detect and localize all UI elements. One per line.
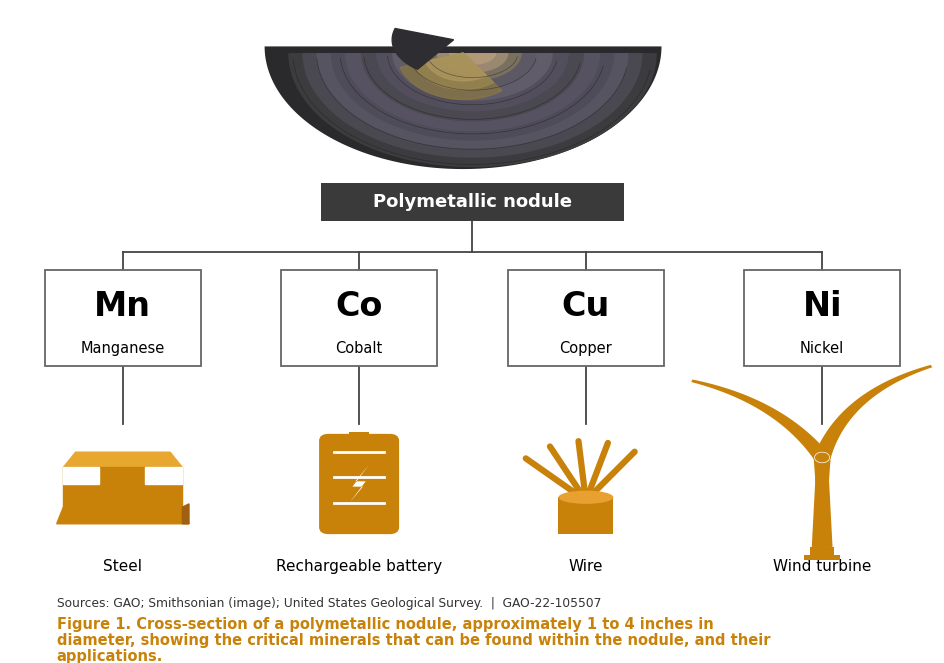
Text: Steel: Steel (103, 560, 143, 574)
Polygon shape (813, 457, 830, 550)
FancyBboxPatch shape (280, 270, 436, 366)
FancyBboxPatch shape (45, 270, 201, 366)
Polygon shape (345, 53, 599, 131)
FancyBboxPatch shape (744, 270, 899, 366)
Polygon shape (408, 53, 536, 90)
Polygon shape (399, 53, 501, 99)
Polygon shape (63, 452, 182, 467)
Text: Manganese: Manganese (80, 341, 165, 356)
Polygon shape (316, 53, 628, 149)
Polygon shape (349, 465, 368, 503)
FancyBboxPatch shape (558, 497, 613, 534)
FancyBboxPatch shape (348, 432, 369, 441)
Polygon shape (57, 507, 189, 524)
Polygon shape (425, 53, 486, 81)
Text: Co: Co (335, 290, 382, 323)
Polygon shape (144, 467, 182, 484)
Text: Polymetallic nodule: Polymetallic nodule (373, 193, 571, 211)
Text: Copper: Copper (559, 341, 612, 356)
Text: Rechargeable battery: Rechargeable battery (276, 560, 442, 574)
Text: Figure 1. Cross-section of a polymetallic nodule, approximately 1 to 4 inches in: Figure 1. Cross-section of a polymetalli… (57, 617, 713, 632)
Polygon shape (361, 53, 583, 121)
Polygon shape (288, 53, 656, 167)
Polygon shape (392, 53, 552, 101)
FancyBboxPatch shape (508, 270, 663, 366)
FancyBboxPatch shape (321, 436, 397, 532)
Polygon shape (392, 29, 453, 69)
Polygon shape (811, 457, 832, 547)
Text: Ni: Ni (801, 290, 841, 323)
FancyBboxPatch shape (810, 547, 834, 555)
Text: Wind turbine: Wind turbine (772, 560, 870, 574)
Text: Sources: GAO; Smithsonian (image); United States Geological Survey.  |  GAO-22-1: Sources: GAO; Smithsonian (image); Unite… (57, 597, 600, 610)
Polygon shape (302, 53, 642, 158)
Text: Wire: Wire (568, 560, 602, 574)
Text: diameter, showing the critical minerals that can be found within the nodule, and: diameter, showing the critical minerals … (57, 633, 769, 648)
Text: Nickel: Nickel (800, 341, 843, 356)
Polygon shape (63, 467, 182, 507)
FancyBboxPatch shape (803, 555, 839, 560)
Text: Mn: Mn (94, 290, 151, 323)
Polygon shape (813, 365, 932, 459)
Text: Cu: Cu (561, 290, 610, 323)
Polygon shape (264, 46, 661, 169)
Polygon shape (63, 467, 99, 484)
Text: Cobalt: Cobalt (335, 341, 382, 356)
Polygon shape (182, 504, 189, 524)
FancyBboxPatch shape (321, 183, 623, 221)
Polygon shape (413, 53, 493, 90)
Polygon shape (423, 53, 521, 81)
Text: applications.: applications. (57, 649, 163, 663)
Polygon shape (376, 53, 568, 111)
Circle shape (814, 452, 829, 463)
Polygon shape (436, 53, 508, 73)
Ellipse shape (558, 491, 613, 504)
Polygon shape (690, 379, 829, 460)
Polygon shape (448, 53, 496, 65)
Polygon shape (330, 53, 614, 141)
